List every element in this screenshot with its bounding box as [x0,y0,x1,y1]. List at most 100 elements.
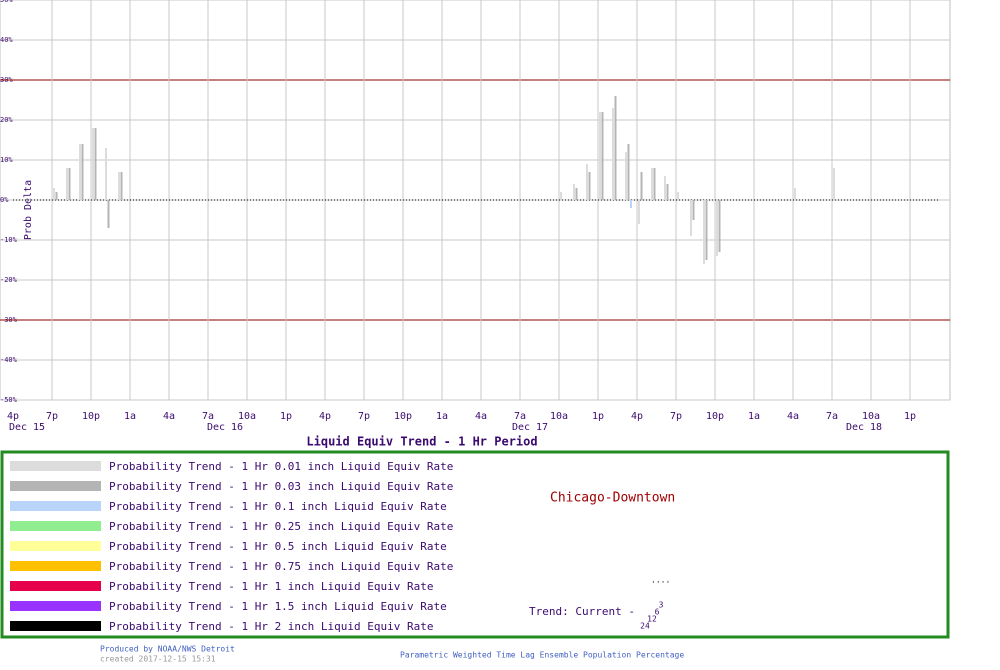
legend-swatch [10,461,101,471]
bar [677,192,679,200]
x-tick-label: 10a [550,411,568,422]
date-label: Dec 17 [512,422,548,433]
created: created 2017-12-15 15:31 [100,655,216,664]
x-tick-label: 4p [319,411,331,422]
x-tick-label: 10p [82,411,100,422]
bar [53,188,55,200]
x-tick-label: 7a [826,411,838,422]
y-tick-label: -20% [0,276,18,284]
legend-swatch [10,481,101,491]
legend-swatch [10,581,101,591]
bar [794,188,796,200]
legend-label: Probability Trend - 1 Hr 1 inch Liquid E… [109,580,434,593]
bar [92,128,94,200]
y-axis-label: Prob Delta [23,180,34,240]
bar [573,184,575,200]
bar [575,188,578,200]
bar [692,200,695,220]
x-tick-label: 10a [238,411,256,422]
bar [690,200,692,236]
bar [718,200,721,252]
bar [833,168,835,200]
x-tick-label: 7p [358,411,370,422]
bar [705,200,708,260]
bar [666,184,669,200]
x-tick-label: 4a [475,411,487,422]
chart-title: Liquid Equiv Trend - 1 Hr Period [306,435,537,449]
bar [651,168,653,200]
x-tick-label: 4a [787,411,799,422]
trend-label: Trend: Current - [529,605,635,618]
x-tick-label: 4p [631,411,643,422]
bar [105,148,107,200]
y-tick-label: 10% [0,156,13,164]
legend-swatch [10,501,101,511]
y-tick-label: 50% [0,0,13,4]
bar [625,152,627,200]
trend-hour: 6 [655,608,660,617]
x-tick-label: 4a [163,411,175,422]
bar [664,176,666,200]
x-tick-label: 1a [748,411,760,422]
x-tick-label: 7p [670,411,682,422]
bar [627,144,630,200]
legend-box [0,450,950,639]
date-label: Dec 18 [846,422,882,433]
y-tick-label: -50% [0,396,18,404]
x-tick-label: 1p [904,411,916,422]
bar [560,192,562,200]
y-tick-label: 40% [0,36,13,44]
bar [120,172,123,200]
legend-label: Probability Trend - 1 Hr 0.75 inch Liqui… [109,560,453,573]
bar [601,112,604,200]
legend-swatch [10,521,101,531]
x-tick-label: 1p [280,411,292,422]
date-label: Dec 15 [9,422,45,433]
footer: Parametric Weighted Time Lag Ensemble Po… [400,651,684,660]
bar [640,172,643,200]
bar [586,164,588,200]
y-tick-label: 20% [0,116,13,124]
trend-dots: .... [651,576,670,585]
bar [653,168,656,200]
x-tick-label: 1p [592,411,604,422]
bar [94,128,97,200]
bar [614,96,617,200]
legend-label: Probability Trend - 1 Hr 1.5 inch Liquid… [109,600,447,613]
x-tick-label: 4p [7,411,19,422]
y-tick-label: -40% [0,356,18,364]
y-tick-label: -10% [0,236,18,244]
bar [612,108,614,200]
x-tick-label: 10p [394,411,412,422]
bar [107,200,110,228]
legend-label: Probability Trend - 1 Hr 0.01 inch Liqui… [109,460,453,473]
bar [118,172,120,200]
y-tick-label: 0% [0,196,9,204]
bar [68,168,71,200]
bar [79,144,81,200]
bar [81,144,84,200]
x-tick-label: 7a [514,411,526,422]
legend-label: Probability Trend - 1 Hr 2 inch Liquid E… [109,620,434,633]
bar [630,200,632,208]
x-tick-label: 7p [46,411,58,422]
x-tick-label: 7a [202,411,214,422]
legend-label: Probability Trend - 1 Hr 0.5 inch Liquid… [109,540,447,553]
legend-label: Probability Trend - 1 Hr 0.1 inch Liquid… [109,500,447,513]
x-tick-label: 1a [436,411,448,422]
bar [588,172,591,200]
x-tick-label: 10p [706,411,724,422]
bar [66,168,68,200]
bar [55,192,58,200]
trend-hour: 3 [659,601,664,610]
credit: Produced by NOAA/NWS Detroit [100,645,235,654]
legend-swatch [10,621,101,631]
x-tick-label: 10a [862,411,880,422]
legend-swatch [10,541,101,551]
date-label: Dec 16 [207,422,243,433]
bar [703,200,705,264]
legend-swatch [10,601,101,611]
legend-label: Probability Trend - 1 Hr 0.25 inch Liqui… [109,520,453,533]
bar [599,112,601,200]
